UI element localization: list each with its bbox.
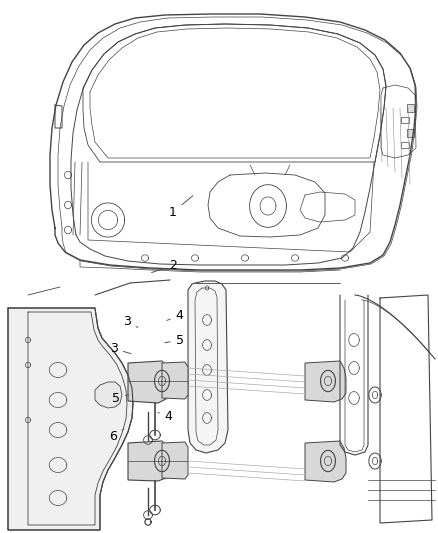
Polygon shape [162, 442, 188, 479]
Polygon shape [95, 382, 122, 408]
Polygon shape [128, 441, 170, 481]
Polygon shape [162, 362, 188, 399]
Polygon shape [128, 361, 170, 403]
Text: 6: 6 [109, 429, 124, 443]
Bar [402, 117, 409, 123]
Text: 5: 5 [112, 392, 129, 405]
Polygon shape [188, 281, 228, 453]
Text: 4: 4 [158, 410, 173, 423]
Polygon shape [305, 441, 346, 482]
Text: 1: 1 [169, 196, 193, 219]
Polygon shape [8, 308, 133, 530]
Text: 5: 5 [165, 334, 184, 346]
Bar [402, 142, 409, 148]
Text: 3: 3 [110, 342, 131, 355]
Bar [407, 130, 413, 138]
Text: 4: 4 [167, 309, 184, 322]
Polygon shape [305, 361, 346, 402]
Text: 2: 2 [152, 259, 177, 272]
Text: 3: 3 [123, 315, 138, 328]
Bar [407, 104, 413, 112]
